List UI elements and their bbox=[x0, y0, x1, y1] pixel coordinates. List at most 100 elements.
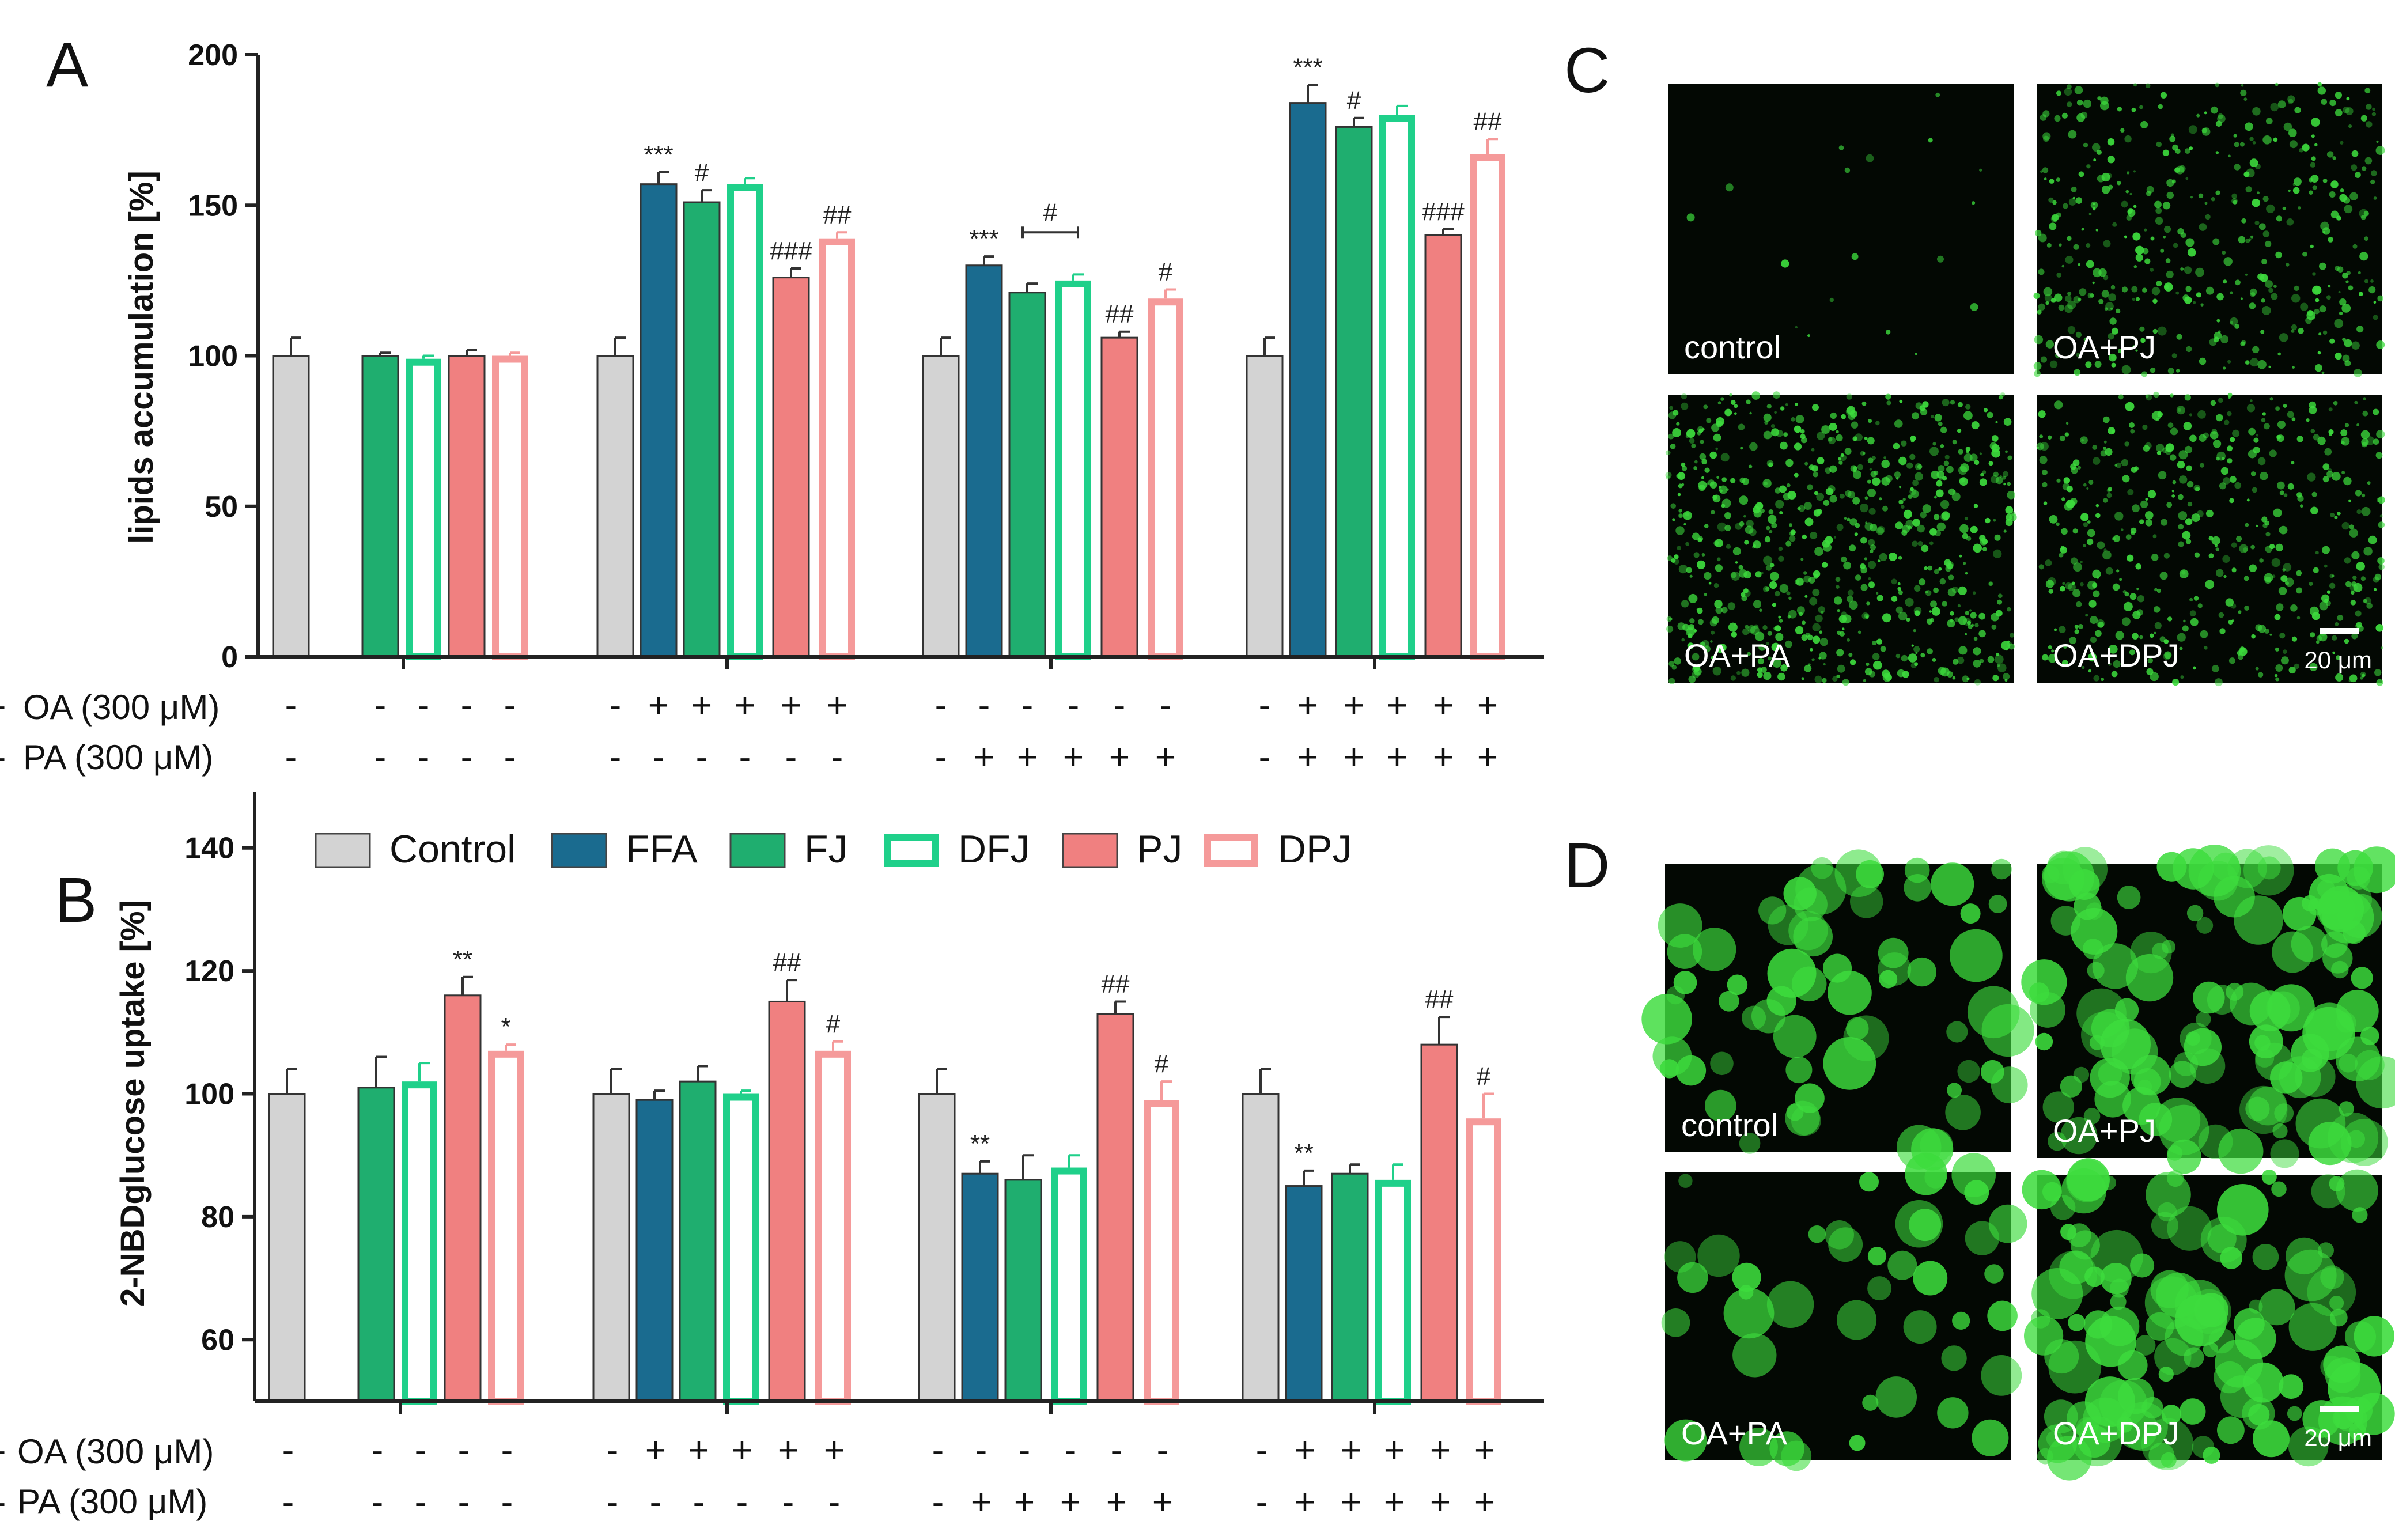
legend-swatch-dpj bbox=[1204, 834, 1258, 867]
fluorescent-spot bbox=[1807, 634, 1813, 641]
fluorescent-spot bbox=[1747, 652, 1751, 656]
fluorescent-spot bbox=[2250, 292, 2256, 297]
fluorescent-spot bbox=[2326, 471, 2333, 478]
fluorescent-spot bbox=[1974, 460, 1980, 465]
fluorescent-spot bbox=[2325, 1357, 2361, 1393]
legend-swatch-ffa bbox=[551, 833, 607, 868]
fluorescent-spot bbox=[1697, 560, 1706, 569]
fluorescent-spot bbox=[2287, 483, 2294, 490]
fluorescent-spot bbox=[1936, 522, 1946, 532]
fluorescent-spot bbox=[2196, 113, 2200, 118]
micrograph-label: OA+DPJ bbox=[2053, 1415, 2179, 1451]
fluorescent-spot bbox=[2048, 645, 2052, 649]
fluorescent-spot bbox=[1910, 663, 1917, 668]
fluorescent-spot bbox=[1704, 524, 1709, 528]
fluorescent-spot bbox=[1887, 1250, 1917, 1280]
fluorescent-spot bbox=[2223, 366, 2226, 370]
fluorescent-spot bbox=[2131, 286, 2138, 293]
fluorescent-spot bbox=[1910, 487, 1914, 491]
fluorescent-spot bbox=[2074, 629, 2079, 634]
fluorescent-spot bbox=[1860, 566, 1867, 574]
fluorescent-spot bbox=[1673, 971, 1697, 994]
fluorescent-spot bbox=[1970, 303, 1978, 311]
fluorescent-spot bbox=[2234, 895, 2283, 945]
legend-swatch-pj bbox=[1062, 833, 1118, 868]
fluorescent-spot bbox=[2135, 563, 2141, 570]
fluorescent-spot bbox=[1724, 524, 1731, 532]
fluorescent-spot bbox=[1912, 519, 1920, 527]
fluorescent-spot bbox=[2271, 1181, 2287, 1197]
fluorescent-spot bbox=[2249, 137, 2254, 142]
pa-sign: - bbox=[828, 1482, 841, 1522]
panel-label-b: B bbox=[55, 865, 97, 936]
fluorescent-spot bbox=[1899, 399, 1903, 403]
legend-label-dpj: DPJ bbox=[1278, 827, 1352, 871]
bar-ffa bbox=[1289, 102, 1327, 658]
fluorescent-spot bbox=[1997, 599, 2003, 605]
fluorescent-spot bbox=[2148, 1442, 2175, 1469]
fluorescent-spot bbox=[1852, 497, 1860, 505]
bar-control bbox=[596, 355, 634, 658]
fluorescent-spot bbox=[2381, 646, 2383, 649]
fluorescent-spot bbox=[2102, 550, 2112, 560]
fluorescent-spot bbox=[1743, 570, 1751, 579]
fluorescent-spot bbox=[1672, 518, 1675, 521]
oa-sign: - bbox=[0, 686, 6, 725]
fluorescent-spot bbox=[1898, 611, 1908, 621]
fluorescent-spot bbox=[1985, 517, 1991, 524]
y-tick-label: 80 bbox=[201, 1201, 234, 1234]
bar-pj bbox=[1420, 1043, 1458, 1402]
fluorescent-spot bbox=[1779, 485, 1787, 493]
fluorescent-spot bbox=[2351, 150, 2359, 157]
fluorescent-spot bbox=[2129, 192, 2132, 195]
fluorescent-spot bbox=[2093, 675, 2100, 682]
fluorescent-spot bbox=[1709, 481, 1717, 489]
fluorescent-spot bbox=[2005, 648, 2008, 651]
fluorescent-spot bbox=[1814, 547, 1823, 556]
fluorescent-spot bbox=[2114, 512, 2124, 521]
fluorescent-spot bbox=[2067, 84, 2072, 89]
fluorescent-spot bbox=[2249, 1299, 2263, 1314]
fluorescent-spot bbox=[2257, 457, 2266, 466]
fluorescent-spot bbox=[2121, 365, 2131, 374]
fluorescent-spot bbox=[2040, 170, 2043, 173]
fluorescent-spot bbox=[2072, 459, 2080, 466]
fluorescent-spot bbox=[2196, 1011, 2211, 1027]
fluorescent-spot bbox=[2159, 636, 2166, 642]
fluorescent-spot bbox=[1939, 578, 1946, 585]
fluorescent-spot bbox=[2120, 128, 2125, 133]
fluorescent-spot bbox=[2375, 624, 2384, 632]
fluorescent-spot bbox=[2116, 569, 2120, 573]
fluorescent-spot bbox=[1958, 586, 1967, 595]
fluorescent-spot bbox=[2204, 111, 2207, 115]
fluorescent-spot bbox=[2231, 567, 2237, 573]
fluorescent-spot bbox=[2350, 600, 2356, 606]
fluorescent-spot bbox=[1979, 452, 1982, 455]
fluorescent-spot bbox=[1775, 633, 1784, 641]
fluorescent-spot bbox=[2156, 451, 2161, 455]
fluorescent-spot bbox=[2263, 423, 2270, 430]
fluorescent-spot bbox=[1935, 92, 1940, 97]
fluorescent-spot bbox=[1822, 953, 1852, 983]
fluorescent-spot bbox=[2291, 324, 2297, 331]
fluorescent-spot bbox=[1984, 1264, 2004, 1284]
fluorescent-spot bbox=[2358, 271, 2361, 274]
fluorescent-spot bbox=[1836, 524, 1844, 531]
fluorescent-spot bbox=[2090, 637, 2097, 644]
fluorescent-spot bbox=[2205, 580, 2215, 589]
fluorescent-spot bbox=[2203, 432, 2209, 438]
pa-sign: - bbox=[282, 1482, 294, 1522]
fluorescent-spot bbox=[2072, 589, 2081, 597]
fluorescent-spot bbox=[2268, 365, 2271, 368]
fluorescent-spot bbox=[1849, 1435, 1866, 1451]
fluorescent-spot bbox=[2254, 221, 2260, 225]
pa-sign: - bbox=[650, 1482, 662, 1522]
fluorescent-spot bbox=[1941, 511, 1950, 520]
fluorescent-spot bbox=[1755, 502, 1764, 510]
fluorescent-spot bbox=[1754, 624, 1759, 629]
fluorescent-spot bbox=[2240, 89, 2247, 96]
fluorescent-spot bbox=[1689, 438, 1695, 444]
bar-control bbox=[918, 1093, 956, 1402]
fluorescent-spot bbox=[1825, 467, 1832, 474]
fluorescent-spot bbox=[1987, 656, 1995, 663]
